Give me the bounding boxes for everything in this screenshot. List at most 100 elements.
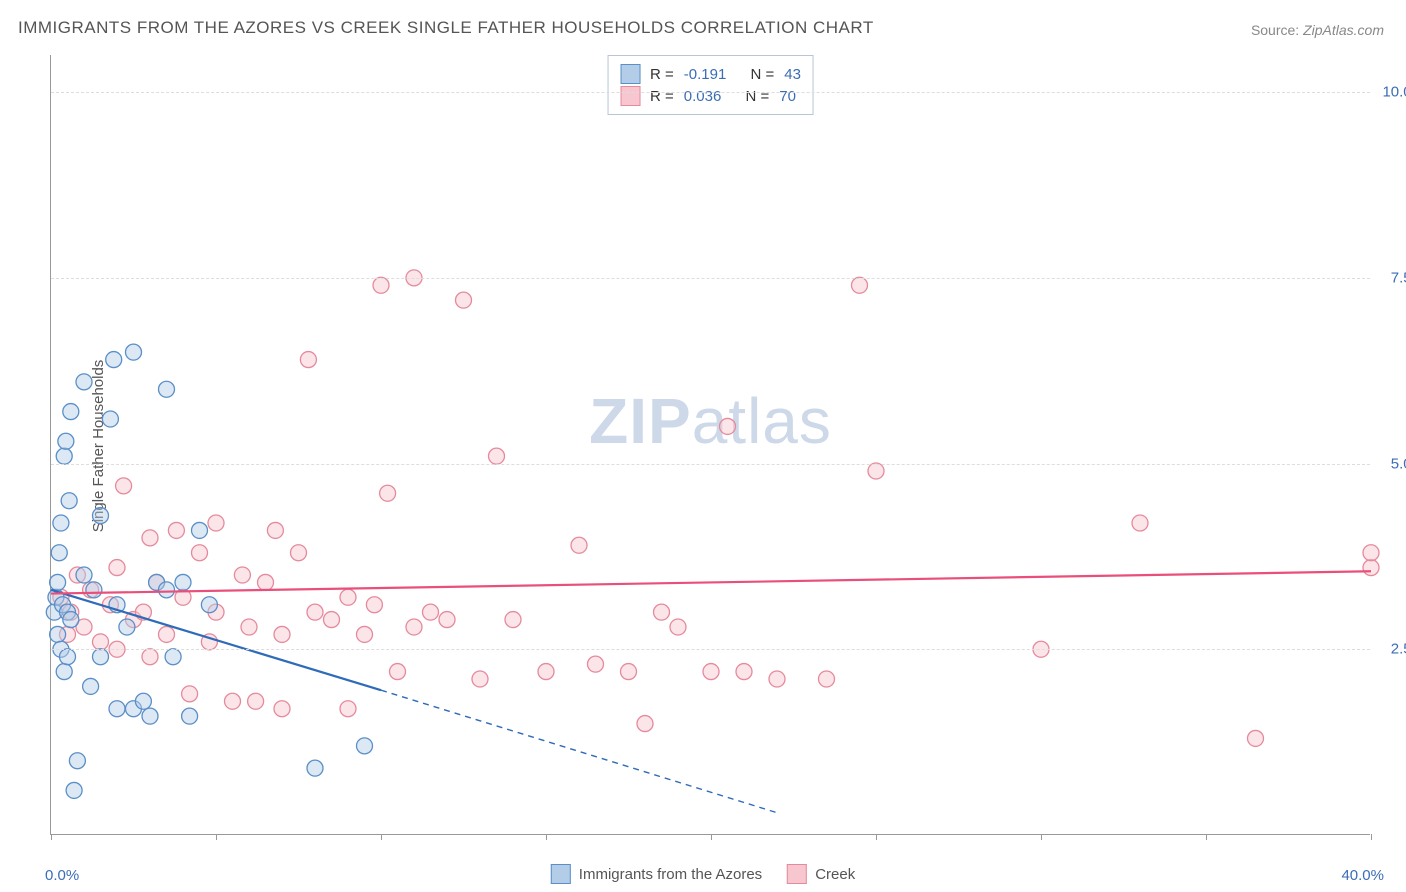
- trend-line-blue-dash: [381, 690, 777, 813]
- y-tick-label: 10.0%: [1382, 84, 1406, 101]
- x-axis-max-label: 40.0%: [1341, 867, 1384, 884]
- scatter-point: [736, 664, 752, 680]
- scatter-point: [291, 545, 307, 561]
- scatter-point: [390, 664, 406, 680]
- grid-line: [51, 649, 1370, 650]
- x-tick: [546, 834, 547, 840]
- scatter-point: [76, 567, 92, 583]
- x-tick: [1206, 834, 1207, 840]
- scatter-point: [654, 604, 670, 620]
- scatter-point: [307, 760, 323, 776]
- scatter-point: [93, 649, 109, 665]
- scatter-point: [50, 626, 66, 642]
- scatter-point: [366, 597, 382, 613]
- scatter-point: [340, 701, 356, 717]
- scatter-point: [234, 567, 250, 583]
- scatter-point: [274, 701, 290, 717]
- scatter-point: [53, 515, 69, 531]
- scatter-point: [168, 522, 184, 538]
- scatter-point: [423, 604, 439, 620]
- legend-swatch-blue: [551, 864, 571, 884]
- scatter-point: [456, 292, 472, 308]
- scatter-point: [538, 664, 554, 680]
- y-tick-label: 5.0%: [1391, 455, 1406, 472]
- scatter-point: [106, 352, 122, 368]
- legend-item: Immigrants from the Azores: [551, 864, 762, 884]
- scatter-point: [165, 649, 181, 665]
- scatter-point: [274, 626, 290, 642]
- scatter-point: [588, 656, 604, 672]
- scatter-point: [670, 619, 686, 635]
- scatter-point: [248, 693, 264, 709]
- scatter-point: [357, 738, 373, 754]
- scatter-point: [637, 716, 653, 732]
- scatter-point: [373, 277, 389, 293]
- scatter-point: [51, 545, 67, 561]
- x-tick: [51, 834, 52, 840]
- scatter-point: [852, 277, 868, 293]
- scatter-point: [63, 612, 79, 628]
- legend-item: Creek: [787, 864, 855, 884]
- x-tick: [1371, 834, 1372, 840]
- scatter-point: [175, 574, 191, 590]
- grid-line: [51, 464, 1370, 465]
- scatter-point: [307, 604, 323, 620]
- scatter-point: [102, 411, 118, 427]
- scatter-point: [1132, 515, 1148, 531]
- scatter-point: [380, 485, 396, 501]
- x-tick: [216, 834, 217, 840]
- legend-swatch-pink: [787, 864, 807, 884]
- scatter-point: [142, 708, 158, 724]
- scatter-point: [720, 418, 736, 434]
- scatter-point: [142, 649, 158, 665]
- source-label: Source:: [1251, 22, 1299, 38]
- scatter-point: [126, 344, 142, 360]
- scatter-point: [201, 597, 217, 613]
- x-tick: [1041, 834, 1042, 840]
- scatter-point: [819, 671, 835, 687]
- scatter-point: [1363, 560, 1379, 576]
- scatter-point: [324, 612, 340, 628]
- scatter-point: [142, 530, 158, 546]
- scatter-point: [489, 448, 505, 464]
- legend-series: Immigrants from the Azores Creek: [551, 864, 855, 884]
- scatter-point: [76, 374, 92, 390]
- scatter-point: [225, 693, 241, 709]
- grid-line: [51, 278, 1370, 279]
- scatter-point: [61, 493, 77, 509]
- chart-svg: [51, 55, 1370, 834]
- scatter-point: [119, 619, 135, 635]
- scatter-point: [621, 664, 637, 680]
- scatter-point: [571, 537, 587, 553]
- scatter-point: [241, 619, 257, 635]
- scatter-point: [182, 686, 198, 702]
- scatter-point: [868, 463, 884, 479]
- source-attribution: Source: ZipAtlas.com: [1251, 22, 1384, 38]
- x-tick: [711, 834, 712, 840]
- scatter-point: [267, 522, 283, 538]
- scatter-point: [182, 708, 198, 724]
- scatter-point: [60, 649, 76, 665]
- scatter-point: [192, 522, 208, 538]
- chart-title: IMMIGRANTS FROM THE AZORES VS CREEK SING…: [18, 18, 874, 38]
- scatter-point: [159, 381, 175, 397]
- source-value: ZipAtlas.com: [1303, 22, 1384, 38]
- scatter-point: [258, 574, 274, 590]
- scatter-point: [505, 612, 521, 628]
- x-tick: [876, 834, 877, 840]
- scatter-point: [69, 753, 85, 769]
- scatter-point: [159, 626, 175, 642]
- scatter-point: [192, 545, 208, 561]
- scatter-point: [300, 352, 316, 368]
- scatter-point: [135, 693, 151, 709]
- scatter-point: [58, 433, 74, 449]
- scatter-point: [109, 560, 125, 576]
- scatter-point: [1363, 545, 1379, 561]
- scatter-point: [340, 589, 356, 605]
- x-axis-min-label: 0.0%: [45, 867, 79, 884]
- scatter-point: [439, 612, 455, 628]
- scatter-point: [109, 701, 125, 717]
- y-tick-label: 2.5%: [1391, 641, 1406, 658]
- scatter-point: [66, 782, 82, 798]
- x-tick: [381, 834, 382, 840]
